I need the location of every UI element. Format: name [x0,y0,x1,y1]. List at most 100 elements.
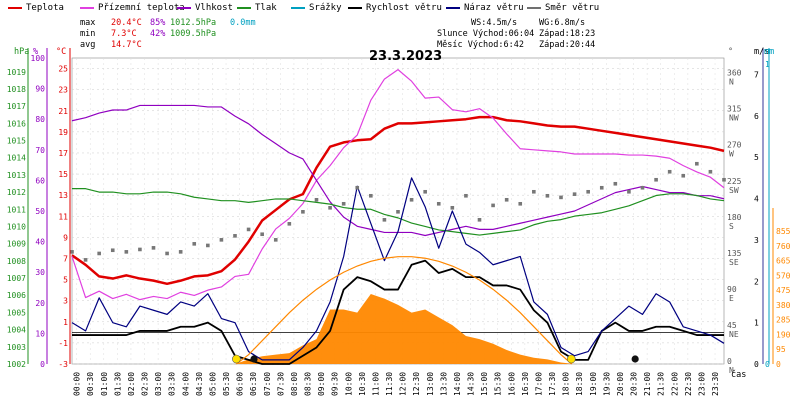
axis-percent-tick: 20 [35,299,45,308]
wind-direction-point [124,250,129,254]
legend-label: Tlak [255,3,277,13]
axis-solar-tick: 285 [776,316,791,325]
stat-avg-label: avg [80,40,96,50]
axis-celsius-tick: -3 [58,360,68,369]
x-tick-label: 02:30 [141,372,150,396]
legend-item: Srážky [291,3,342,13]
wind-direction-point [695,161,699,166]
wind-direction-point [314,197,319,202]
stat-ws: WS:4.5m/s [471,18,518,28]
axis-solar-tick: 760 [776,242,791,251]
wind-direction-point [355,185,360,190]
wind-direction-point [436,201,441,206]
axis-percent-tick: 80 [35,115,45,124]
axis-celsius-tick: 11 [58,212,68,221]
axis-wind-tick: 2 [754,277,759,286]
axis-direction-name: S [729,222,734,231]
axis-celsius-tick: 9 [63,233,68,242]
wind-direction-point [178,250,183,254]
axis-hpa-tick: 1007 [7,274,26,283]
legend-swatch [237,6,251,9]
axis-percent-tick: 0 [40,360,45,369]
wind-direction-point [572,192,577,196]
axis-solar-tick: 855 [776,227,791,236]
x-tick-label: 00:30 [86,372,95,396]
axis-direction-tick: 90 [727,285,737,294]
x-tick-label: 20:30 [630,372,639,396]
axis-wind-tick: 5 [754,153,759,162]
axis-direction-tick: 225 [727,177,742,186]
wind-direction-point [328,205,332,210]
legend-item: Tlak [237,3,277,13]
x-tick-label: 12:30 [412,372,421,396]
legend-swatch [527,6,541,9]
wind-direction-point [97,251,101,256]
axis-celsius-tick: 1 [63,318,68,327]
wind-direction-point [627,189,631,194]
x-tick-label: 16:00 [507,372,516,396]
x-tick-label: 14:00 [453,372,462,396]
axis-direction-name: SE [729,258,739,267]
x-tick-label: 13:00 [426,372,435,396]
wind-direction-point [450,205,455,210]
axes: hPa1002100310041005100610071008100910101… [7,47,791,396]
axis-hpa-tick: 1012 [7,188,26,197]
moonrise-marker [250,355,258,363]
axis-hpa-tick: 1017 [7,102,26,111]
axis-celsius-tick: 7 [63,254,68,263]
legend-label: Směr větru [545,3,600,13]
series-line [72,259,724,365]
axis-percent-tick: 40 [35,238,45,247]
axis-hpa-tick: 1016 [7,119,26,128]
x-tick-label: 04:00 [181,372,190,396]
axis-hpa-tick: 1011 [7,205,26,214]
wind-direction-point [70,250,74,254]
axis-solar-tick: 0 [776,360,781,369]
axis-celsius-tick: -1 [58,339,68,348]
axis-percent-tick: 100 [31,54,46,63]
series-line [71,104,725,237]
series-line [71,69,725,301]
axis-celsius-tick: 21 [58,107,68,116]
axis-direction-tick: 135 [727,249,742,258]
axis-celsius-tick: 23 [58,86,68,95]
axis-direction-tick: 0 [727,357,732,366]
axis-percent-tick: 30 [35,268,45,277]
series-lines [70,69,726,365]
wind-direction-point [192,242,197,246]
legend-item: Rychlost větru [348,3,442,13]
axis-direction-tick: 45 [727,321,737,330]
x-tick-label: 19:30 [602,372,611,396]
wind-direction-point [586,189,590,194]
axis-solar-tick: 665 [776,257,791,266]
x-tick-label: 18:00 [562,372,571,396]
axis-direction-tick: 360 [727,69,742,78]
axis-direction-title: ° [728,47,733,57]
axis-percent-tick: 10 [35,329,45,338]
x-tick-label: 03:30 [168,372,177,396]
wind-direction-point [206,243,210,248]
stat-sun-set: Západ:18:23 [539,29,596,39]
x-tick-label: 23:30 [711,372,720,396]
wind-direction-point [110,248,115,253]
axis-wind-tick: 6 [754,112,759,121]
wind-direction-point [654,177,658,182]
wind-direction-point [518,201,523,206]
solar-radiation-area [72,294,724,364]
x-tick-label: 06:00 [236,372,245,396]
axis-solar-tick: 190 [776,330,791,339]
axis-direction-name: SW [729,186,739,195]
stat-max-rain: 0.0mm [230,18,256,28]
axis-hpa-tick: 1018 [7,85,26,94]
axis-percent-title: % [33,47,38,57]
wind-direction-point [138,247,142,252]
legend-label: Rychlost větru [366,3,442,13]
wind-direction-point [165,251,169,256]
axis-hpa-tick: 1013 [7,171,26,180]
x-tick-label: 21:30 [657,372,666,396]
chart-title: 23.3.2023 [369,49,443,64]
axis-direction-name: E [729,294,734,303]
x-tick-label: 10:00 [344,372,353,396]
axis-direction-name: N [729,78,734,87]
